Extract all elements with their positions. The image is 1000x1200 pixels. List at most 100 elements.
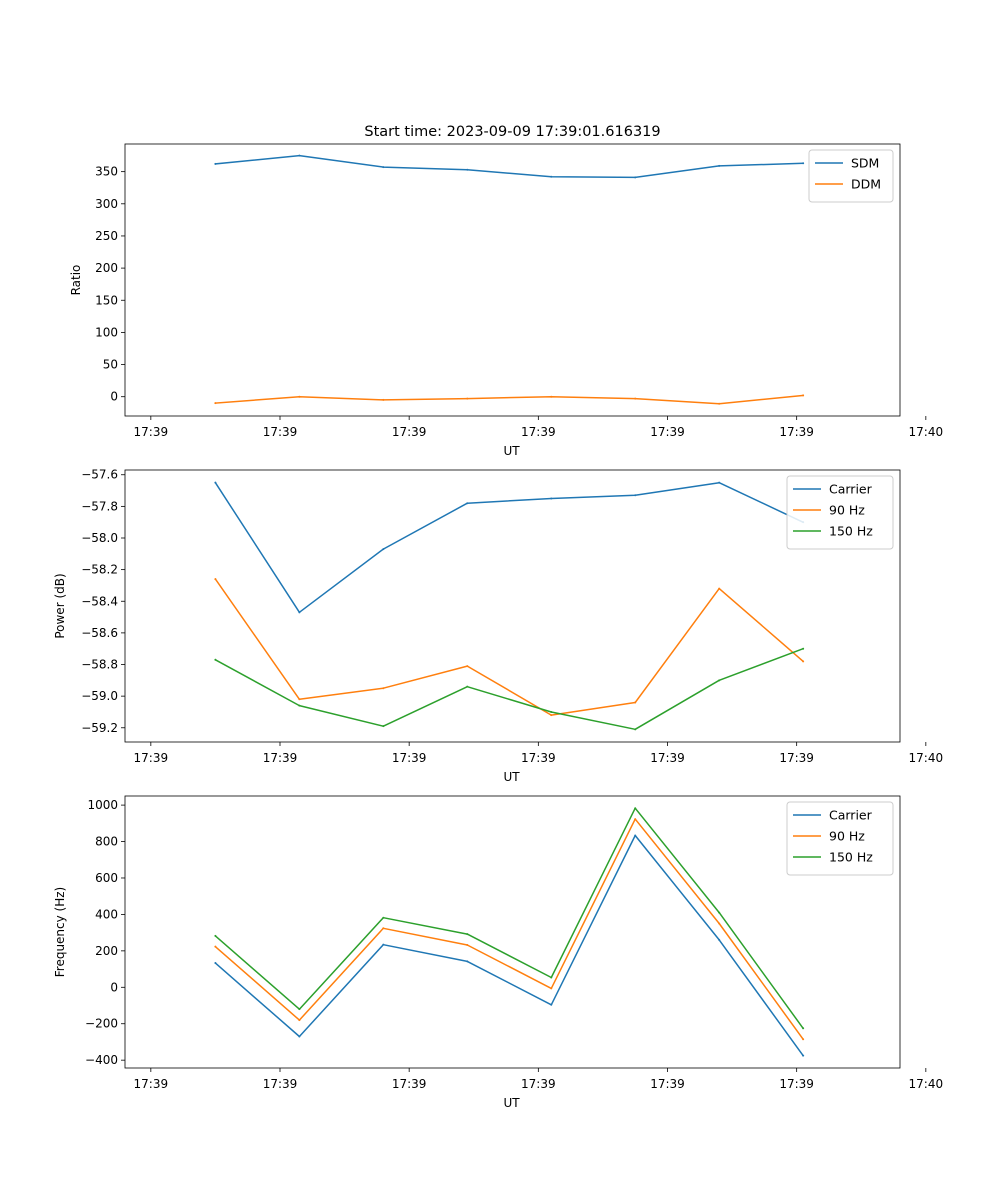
data-point (718, 922, 721, 925)
y-tick-label: 350 (95, 165, 118, 179)
data-point (298, 395, 301, 398)
data-point (802, 394, 805, 397)
x-tick-label: 17:39 (521, 751, 556, 765)
data-point (214, 162, 217, 165)
legend-label: DDM (851, 177, 881, 192)
data-point (466, 944, 469, 947)
x-tick-label: 17:39 (263, 1077, 298, 1091)
data-point (550, 987, 553, 990)
y-tick-label: 600 (95, 871, 118, 885)
y-tick-label: 150 (95, 293, 118, 307)
data-point (550, 1003, 553, 1006)
x-tick-label: 17:40 (909, 751, 944, 765)
data-point (634, 818, 637, 821)
data-point (802, 1027, 805, 1030)
data-point (382, 548, 385, 551)
data-point (214, 962, 217, 965)
x-axis-label: UT (503, 444, 520, 458)
data-point (214, 945, 217, 948)
data-point (718, 911, 721, 914)
y-tick-label: −57.8 (81, 499, 118, 513)
axes-frame (124, 469, 901, 743)
data-point (214, 658, 217, 661)
data-point (298, 1008, 301, 1011)
x-tick-label: 17:39 (779, 425, 814, 439)
x-tick-label: 17:39 (779, 1077, 814, 1091)
y-tick-label: 400 (95, 907, 118, 921)
data-point (466, 665, 469, 668)
series-line-150-hz (214, 807, 805, 1030)
y-tick-label: 0 (110, 980, 118, 994)
x-tick-label: 17:39 (134, 425, 169, 439)
data-point (550, 175, 553, 178)
y-tick-label: 250 (95, 229, 118, 243)
legend-label: Carrier (829, 808, 873, 823)
data-point (550, 497, 553, 500)
x-tick-label: 17:39 (392, 1077, 427, 1091)
data-point (382, 943, 385, 946)
data-point (466, 933, 469, 936)
data-point (298, 698, 301, 701)
data-point (214, 934, 217, 937)
data-point (718, 481, 721, 484)
series-line-90-hz (214, 818, 805, 1041)
y-tick-label: −57.6 (81, 468, 118, 482)
x-tick-label: 17:39 (134, 751, 169, 765)
data-point (718, 679, 721, 682)
x-tick-label: 17:40 (909, 425, 944, 439)
data-point (634, 494, 637, 497)
data-point (718, 587, 721, 590)
x-tick-label: 17:39 (134, 1077, 169, 1091)
data-point (382, 916, 385, 919)
y-tick-label: −58.2 (81, 563, 118, 577)
y-tick-label: 200 (95, 261, 118, 275)
x-tick-label: 17:39 (392, 425, 427, 439)
legend-label: Carrier (829, 482, 873, 497)
data-point (802, 660, 805, 663)
axes-frame (124, 143, 901, 417)
data-point (718, 938, 721, 941)
data-point (382, 725, 385, 728)
data-point (298, 611, 301, 614)
data-point (634, 834, 637, 837)
data-point (550, 395, 553, 398)
x-tick-label: 17:39 (650, 425, 685, 439)
data-point (634, 176, 637, 179)
series-line-90-hz (214, 578, 805, 716)
data-point (214, 481, 217, 484)
data-point (382, 687, 385, 690)
x-tick-label: 17:39 (521, 1077, 556, 1091)
series-line-carrier (214, 834, 805, 1057)
y-tick-label: −58.4 (81, 594, 118, 608)
y-tick-label: −200 (85, 1017, 118, 1031)
x-axis-label: UT (503, 1096, 520, 1110)
data-point (634, 701, 637, 704)
legend-label: 90 Hz (829, 829, 865, 844)
y-axis-label: Ratio (69, 265, 83, 296)
y-tick-label: −59.0 (81, 689, 118, 703)
series-line-carrier (214, 481, 805, 614)
y-tick-label: 100 (95, 325, 118, 339)
x-axis-label: UT (503, 770, 520, 784)
x-tick-label: 17:39 (263, 425, 298, 439)
data-point (382, 927, 385, 930)
data-point (466, 502, 469, 505)
y-tick-label: −59.2 (81, 721, 118, 735)
x-tick-label: 17:39 (392, 751, 427, 765)
data-point (718, 164, 721, 167)
data-point (382, 166, 385, 169)
x-tick-label: 17:39 (521, 425, 556, 439)
data-point (466, 685, 469, 688)
data-point (298, 154, 301, 157)
data-point (550, 714, 553, 717)
data-point (214, 402, 217, 405)
series-line-ddm (214, 394, 804, 405)
y-tick-label: 0 (110, 390, 118, 404)
data-point (634, 397, 637, 400)
y-tick-label: 1000 (87, 798, 118, 812)
data-point (634, 807, 637, 810)
x-tick-label: 17:39 (779, 751, 814, 765)
x-tick-label: 17:39 (263, 751, 298, 765)
x-tick-label: 17:40 (909, 1077, 944, 1091)
